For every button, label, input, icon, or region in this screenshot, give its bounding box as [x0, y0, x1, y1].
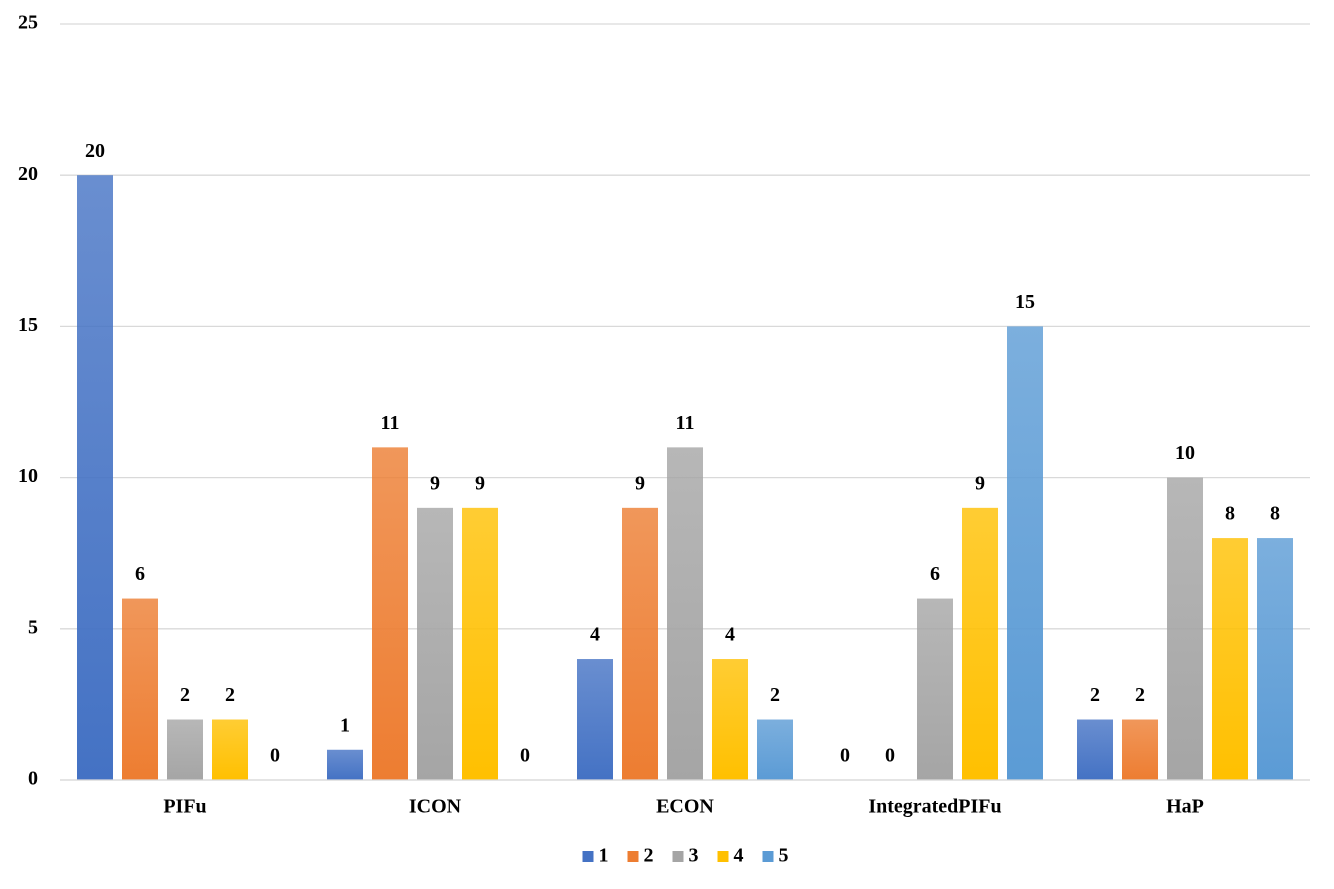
- x-tick-label: ECON: [656, 796, 714, 818]
- bar: [962, 507, 998, 780]
- legend-label: 3: [689, 845, 699, 867]
- data-label: 0: [270, 745, 280, 767]
- data-label: 2: [180, 684, 190, 706]
- data-label: 0: [840, 745, 850, 767]
- bar: [167, 719, 203, 780]
- data-label: 8: [1225, 503, 1235, 525]
- data-label: 20: [85, 140, 105, 162]
- y-tick-label: 20: [18, 163, 38, 185]
- bar: [1257, 538, 1293, 780]
- bar: [917, 598, 953, 780]
- bar: [417, 507, 453, 780]
- bar: [1167, 477, 1203, 780]
- legend-swatch: [627, 851, 639, 862]
- bar: [462, 507, 498, 780]
- legend-label: 4: [734, 845, 744, 867]
- bar: [212, 719, 248, 780]
- data-label: 8: [1270, 503, 1280, 525]
- data-label: 2: [770, 684, 780, 706]
- bar: [1122, 719, 1158, 780]
- data-label: 9: [635, 472, 645, 494]
- data-label: 10: [1175, 442, 1195, 464]
- y-tick-label: 10: [18, 465, 38, 487]
- y-tick-label: 5: [28, 616, 38, 638]
- bar: [327, 749, 363, 780]
- data-label: 9: [430, 472, 440, 494]
- bar: [577, 659, 613, 780]
- x-tick-label: IntegratedPIFu: [868, 796, 1001, 818]
- bar: [1212, 538, 1248, 780]
- legend-swatch: [672, 851, 684, 862]
- data-label: 9: [975, 472, 985, 494]
- y-tick-label: 0: [28, 768, 38, 790]
- legend-label: 5: [779, 845, 789, 867]
- bar: [622, 507, 658, 780]
- bar: [712, 659, 748, 780]
- data-label: 2: [225, 684, 235, 706]
- bar: [1077, 719, 1113, 780]
- data-label: 2: [1090, 684, 1100, 706]
- bar: [757, 719, 793, 780]
- data-label: 0: [885, 745, 895, 767]
- legend-swatch: [717, 851, 729, 862]
- x-tick-label: HaP: [1166, 796, 1204, 818]
- legend-label: 1: [599, 845, 609, 867]
- data-label: 6: [135, 563, 145, 585]
- data-label: 1: [340, 714, 350, 736]
- bar: [1007, 326, 1043, 780]
- bar: [77, 175, 113, 780]
- data-label: 0: [520, 745, 530, 767]
- legend-label: 2: [644, 845, 654, 867]
- x-tick-label: ICON: [409, 796, 462, 818]
- legend-swatch: [762, 851, 774, 862]
- data-label: 9: [475, 472, 485, 494]
- bar: [667, 447, 703, 780]
- bar: [122, 598, 158, 780]
- x-tick-label: PIFu: [163, 796, 206, 818]
- y-tick-label: 15: [18, 314, 38, 336]
- legend-swatch: [582, 851, 594, 862]
- data-label: 15: [1015, 291, 1035, 313]
- data-label: 11: [676, 412, 695, 434]
- data-label: 4: [590, 624, 600, 646]
- data-label: 11: [381, 412, 400, 434]
- data-label: 4: [725, 624, 735, 646]
- data-label: 6: [930, 563, 940, 585]
- data-label: 2: [1135, 684, 1145, 706]
- bar: [372, 447, 408, 780]
- y-tick-label: 25: [18, 12, 38, 34]
